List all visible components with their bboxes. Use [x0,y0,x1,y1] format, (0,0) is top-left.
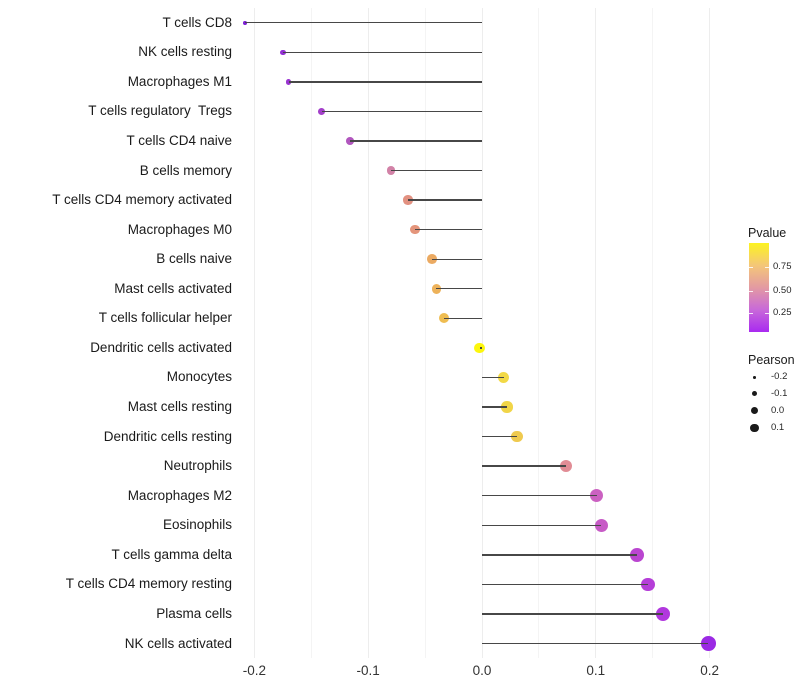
pvalue-colorbar [749,243,769,332]
pvalue-tick-label: 0.25 [773,307,792,319]
x-axis-tick-label: 0.2 [700,663,719,678]
pearson-legend-label: -0.1 [771,387,788,399]
lollipop-stem [245,22,482,24]
lollipop-stem [482,613,663,615]
minor-gridline [310,8,312,658]
pearson-legend-label: -0.2 [771,371,788,383]
lollipop-stem [482,465,567,467]
lollipop-stem [436,288,482,290]
category-label: T cells regulatory Tregs [88,103,232,119]
lollipop-stem [288,81,482,83]
lollipop-stem [408,199,482,201]
x-axis-tick-label: 0.0 [472,663,492,678]
lollipop-stem [390,169,482,172]
lollipop-stem [482,583,649,586]
category-label: Mast cells activated [114,280,232,296]
lollipop-stem [349,140,482,142]
data-point [559,459,573,473]
category-label: B cells naive [156,251,232,267]
lollipop-stem [482,435,518,438]
lollipop-stem [431,258,482,260]
category-label: Macrophages M1 [127,73,232,89]
major-gridline [367,8,369,658]
data-point [243,20,248,25]
category-label: Eosinophils [162,517,232,533]
lollipop-stem [479,347,482,349]
category-label: Dendritic cells activated [90,339,232,355]
pearson-legend-title: Pearson [748,353,795,367]
data-point [346,137,354,145]
pvalue-tick-mark [749,313,753,315]
pvalue-legend-title: Pvalue [748,226,787,240]
lollipop-stem [414,228,482,231]
category-label: T cells gamma delta [111,546,232,562]
data-point [386,166,396,175]
x-axis-tick-label: -0.1 [356,663,380,678]
category-label: T cells follicular helper [98,310,232,326]
lollipop-stem [321,110,482,113]
x-axis-tick-label: 0.1 [586,663,606,678]
pearson-legend-dot [753,375,756,379]
lollipop-stem [482,642,709,645]
x-axis-tick-label: -0.2 [242,663,267,678]
pearson-legend-dot [750,423,759,432]
category-label: T cells CD8 [162,14,232,30]
pvalue-tick-mark [765,291,769,293]
category-label: Monocytes [166,369,232,385]
category-label: NK cells resting [138,44,232,60]
major-gridline [253,8,255,658]
lollipop-stem [282,51,482,53]
category-label: T cells CD4 naive [126,132,232,148]
lollipop-stem [482,376,504,379]
data-point [501,401,513,413]
pvalue-tick-label: 0.50 [773,285,792,297]
minor-gridline [424,8,426,658]
lollipop-stem [482,554,637,556]
pearson-legend-dot [750,407,759,415]
category-label: Mast cells resting [127,399,232,415]
minor-gridline [652,8,654,658]
minor-gridline [538,8,540,658]
pearson-legend-label: 0.1 [771,421,785,433]
lollipop-stem [444,317,482,320]
lollipop-stem [482,524,602,526]
category-label: T cells CD4 memory activated [52,192,232,208]
pvalue-tick-mark [765,313,769,315]
lollipop-stem [482,495,597,497]
pvalue-tick-mark [749,291,753,293]
data-point [474,342,486,354]
pvalue-tick-mark [765,267,769,269]
major-gridline [481,8,483,658]
major-gridline [709,8,711,658]
pearson-legend-label: 0.0 [771,404,785,416]
category-label: NK cells activated [124,635,232,651]
category-label: Macrophages M2 [127,487,232,503]
data-point [641,577,656,592]
data-point [280,49,286,55]
data-point [439,313,450,324]
category-label: Macrophages M0 [127,221,232,237]
pvalue-tick-label: 0.75 [773,261,792,273]
major-gridline [595,8,597,658]
category-label: Dendritic cells resting [103,428,232,444]
data-point [511,430,524,443]
category-label: T cells CD4 memory resting [65,576,232,592]
pearson-legend-dot [751,390,758,397]
category-label: Neutrophils [163,458,232,474]
pvalue-tick-mark [749,267,753,269]
lollipop-stem [482,406,508,408]
category-label: B cells memory [139,162,232,178]
data-point [427,254,437,265]
category-label: Plasma cells [156,606,232,622]
data-point [701,636,716,651]
